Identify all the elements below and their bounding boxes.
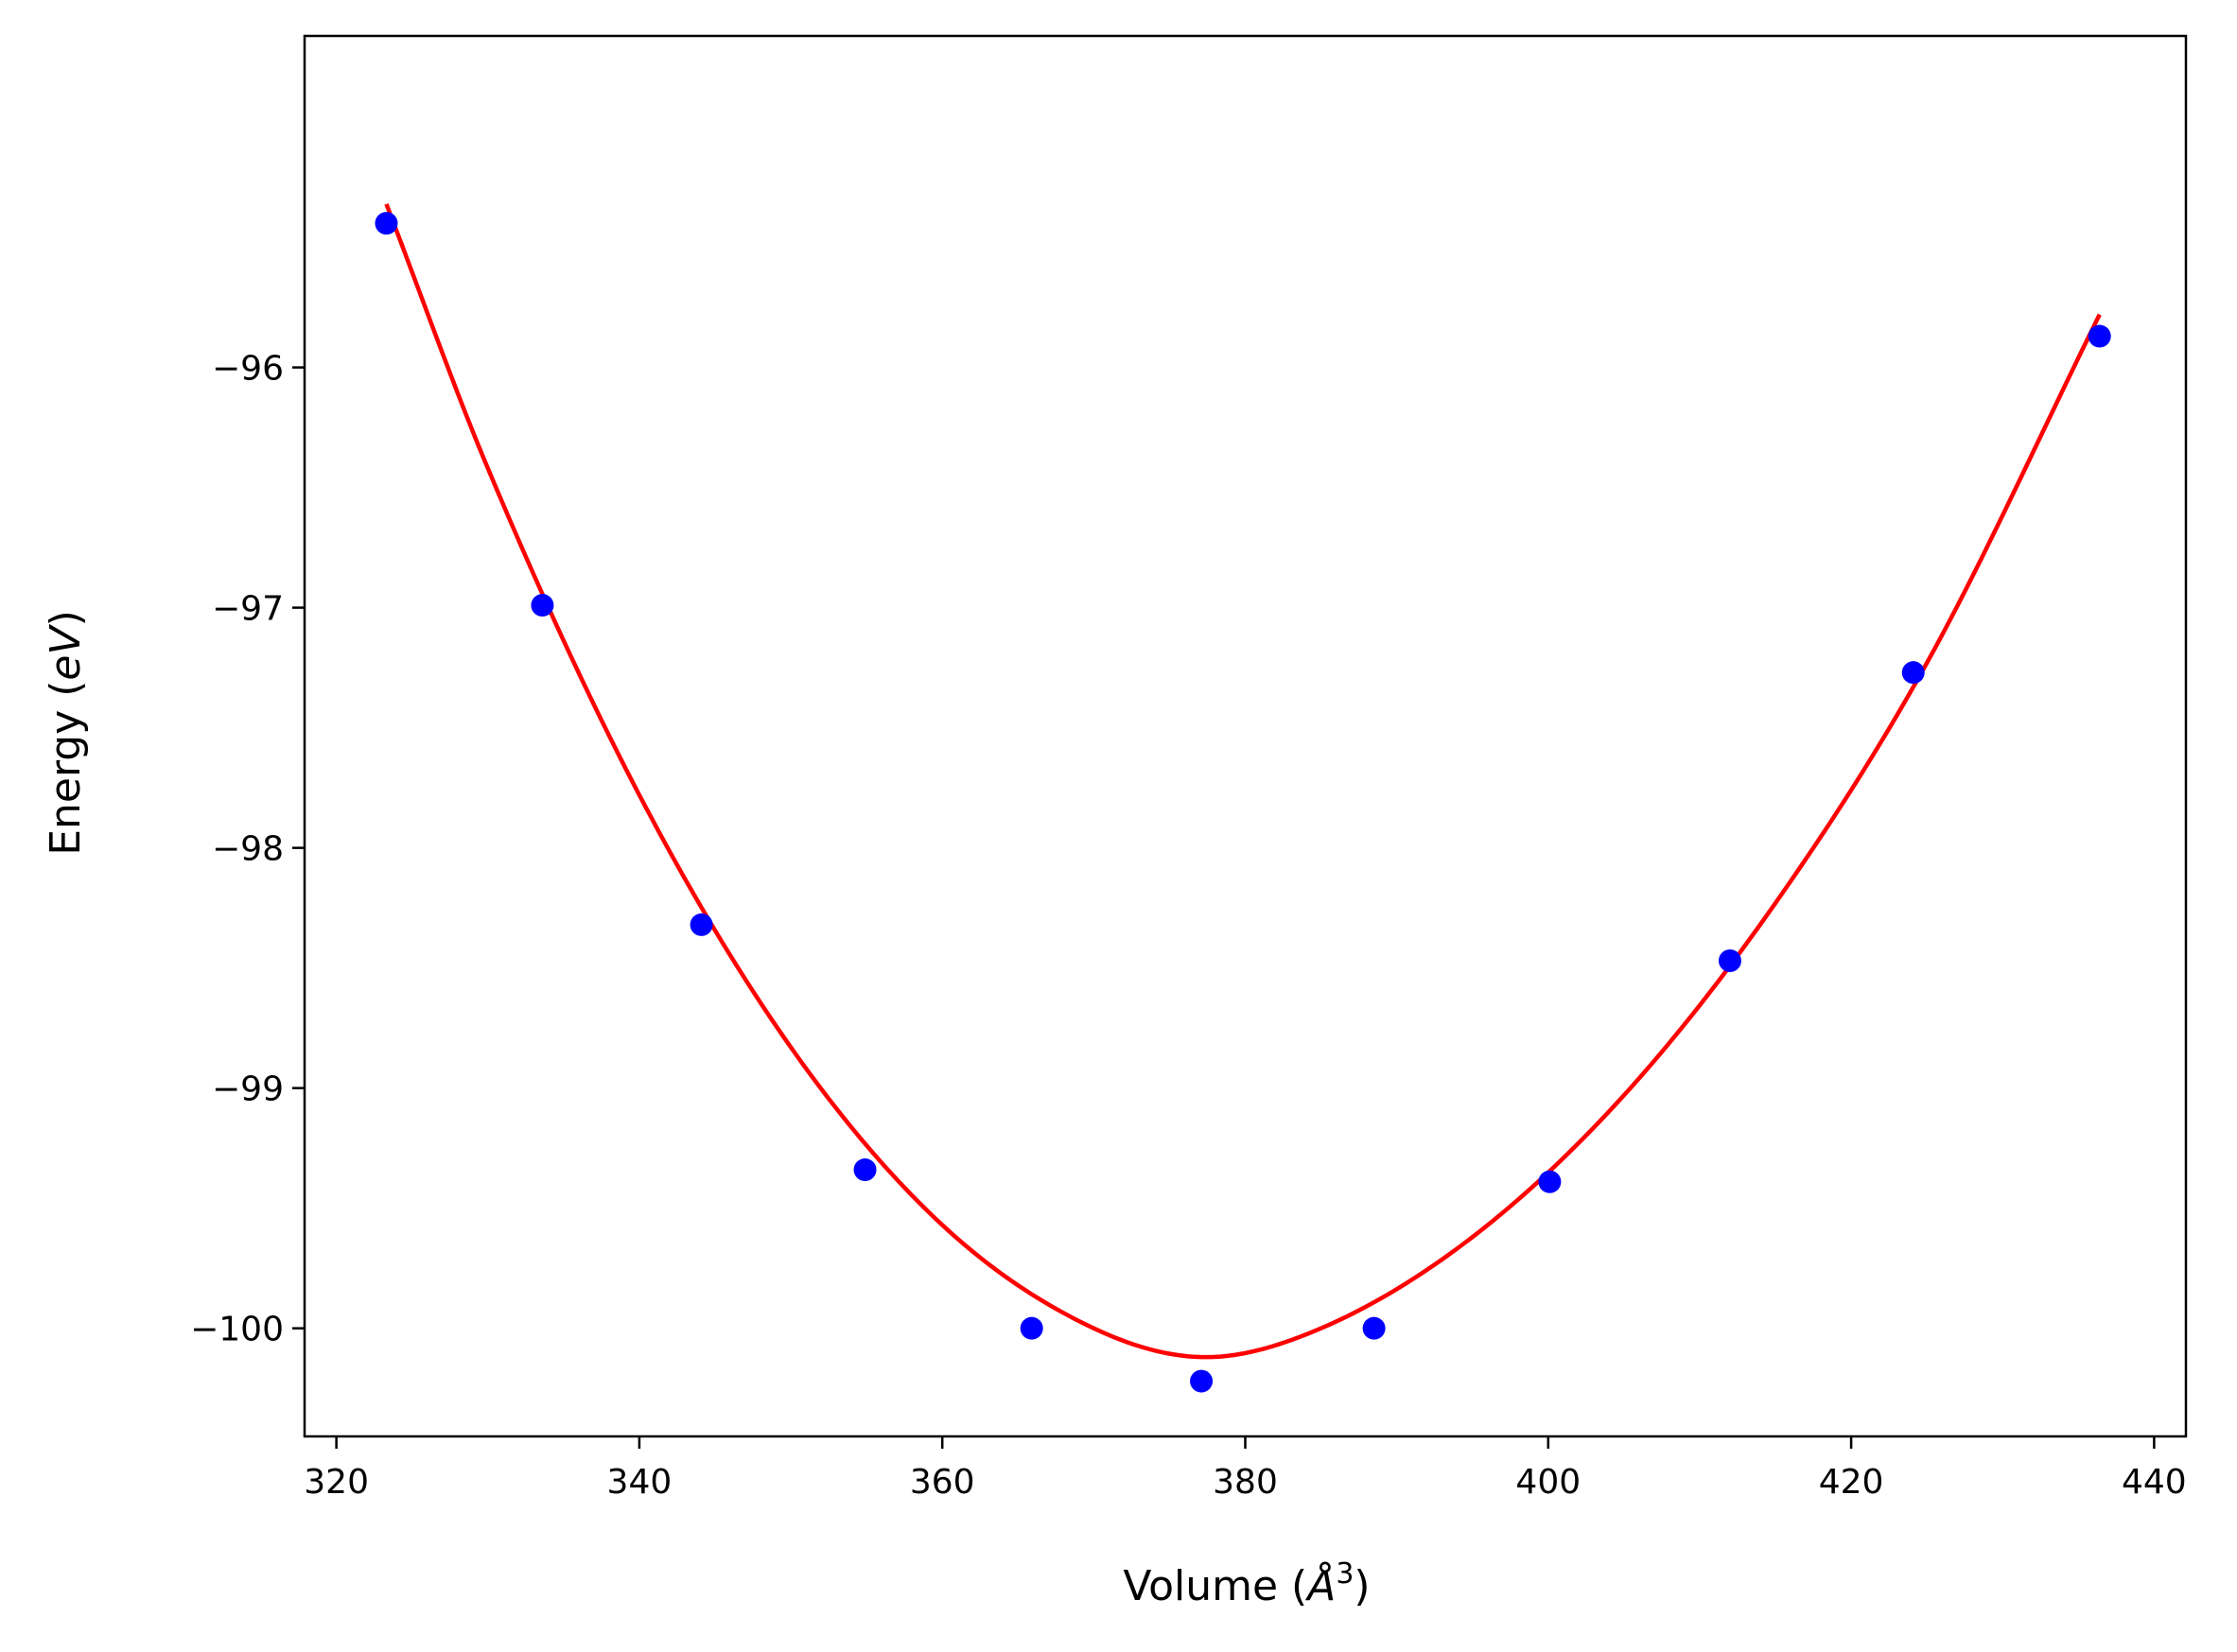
data-point <box>690 913 713 936</box>
data-point <box>1362 1316 1386 1340</box>
data-point <box>1538 1170 1562 1193</box>
y-tick-label: −98 <box>212 830 284 869</box>
data-point <box>1718 949 1741 973</box>
data-point <box>1020 1316 1043 1340</box>
x-axis-ticks: 320 340 360 380 400 420 440 <box>304 1436 2187 1502</box>
data-point <box>1901 661 1925 685</box>
fit-curve <box>384 203 2102 1360</box>
y-axis-title: Energy (eV) <box>42 610 90 856</box>
data-point <box>375 212 398 235</box>
data-point <box>2088 324 2111 348</box>
fit-curve-layer <box>384 203 2102 1360</box>
data-point <box>531 594 554 617</box>
y-tick-label: −96 <box>212 350 284 389</box>
x-tick-label: 400 <box>1515 1463 1581 1502</box>
y-axis-ticks: −100 −99 −98 −97 −96 <box>190 350 305 1349</box>
x-axis-title: Volume (Å3) <box>1123 1557 1370 1610</box>
y-axis-title-symbol: eV <box>42 624 90 681</box>
x-tick-label: 320 <box>304 1463 369 1502</box>
x-axis-title-symbol: Å <box>1304 1560 1336 1610</box>
x-tick-label: 440 <box>2122 1463 2187 1502</box>
x-tick-label: 420 <box>1819 1463 1884 1502</box>
x-axis-title-superscript: 3 <box>1336 1557 1354 1591</box>
x-tick-label: 360 <box>910 1463 975 1502</box>
x-axis-title-post: ) <box>1354 1562 1370 1610</box>
y-axis-title-post: ) <box>42 610 90 626</box>
y-tick-label: −100 <box>190 1311 284 1349</box>
data-points-layer <box>375 212 2111 1393</box>
y-tick-label: −97 <box>212 590 284 629</box>
x-axis-title-pre: Volume ( <box>1123 1562 1307 1610</box>
x-tick-label: 380 <box>1213 1463 1278 1502</box>
data-point <box>853 1158 877 1182</box>
x-tick-label: 340 <box>607 1463 673 1502</box>
data-point <box>1190 1369 1214 1393</box>
y-tick-label: −99 <box>212 1070 284 1109</box>
y-axis-title-pre: Energy ( <box>42 681 90 856</box>
